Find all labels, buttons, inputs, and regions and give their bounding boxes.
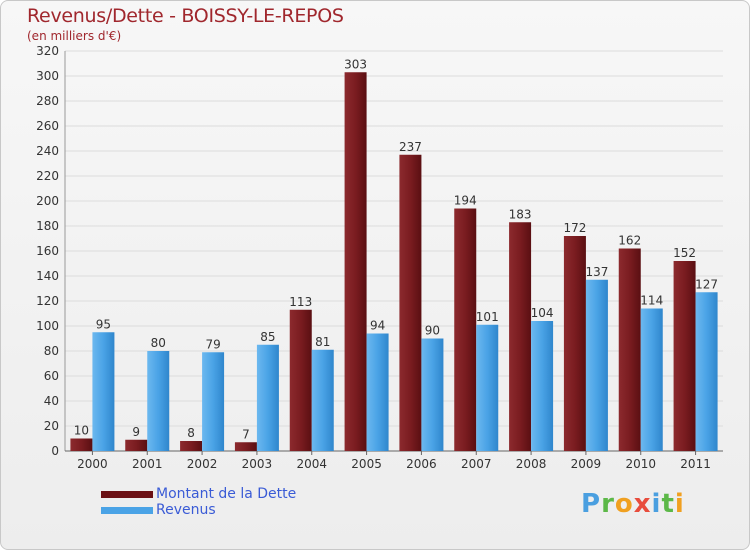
bar-dette — [509, 222, 532, 451]
x-tick-label: 2010 — [625, 457, 656, 471]
data-label-revenus: 81 — [315, 335, 330, 349]
y-tick-label: 260 — [36, 119, 59, 133]
y-tick-label: 20 — [44, 419, 59, 433]
legend-label-dette: Montant de la Dette — [156, 486, 297, 502]
y-tick-label: 40 — [44, 394, 59, 408]
bar-revenus — [366, 333, 389, 451]
legend-swatch-dette — [101, 491, 153, 498]
logo-letter: t — [661, 489, 675, 519]
data-label-dette: 183 — [509, 207, 532, 221]
bar-revenus — [476, 324, 499, 451]
data-label-dette: 172 — [563, 221, 586, 235]
data-label-dette: 9 — [132, 425, 140, 439]
data-label-dette: 194 — [454, 194, 477, 208]
data-label-dette: 10 — [74, 424, 89, 438]
bar-dette — [125, 439, 148, 451]
x-tick-label: 2002 — [187, 457, 218, 471]
bar-dette — [673, 261, 696, 451]
bar-dette — [399, 154, 422, 451]
x-tick-label: 2003 — [242, 457, 273, 471]
data-label-revenus: 104 — [531, 306, 554, 320]
bar-dette — [563, 236, 586, 451]
data-label-dette: 113 — [289, 295, 312, 309]
data-label-revenus: 101 — [476, 310, 499, 324]
bar-revenus — [695, 292, 718, 451]
bar-dette — [70, 438, 93, 451]
x-tick-label: 2000 — [77, 457, 108, 471]
bar-revenus — [202, 352, 225, 451]
y-tick-label: 300 — [36, 69, 59, 83]
y-tick-label: 80 — [44, 344, 59, 358]
data-label-revenus: 94 — [370, 319, 385, 333]
y-tick-label: 140 — [36, 269, 59, 283]
chart-title: Revenus/Dette - BOISSY-LE-REPOS — [27, 5, 344, 27]
y-tick-label: 320 — [36, 44, 59, 58]
y-tick-label: 240 — [36, 144, 59, 158]
y-tick-label: 280 — [36, 94, 59, 108]
y-tick-label: 220 — [36, 169, 59, 183]
data-label-revenus: 127 — [695, 277, 718, 291]
legend-swatch-revenus — [101, 507, 153, 514]
bar-revenus — [256, 344, 279, 451]
bar-dette — [344, 72, 367, 451]
proxiti-logo: Proxiti — [581, 489, 685, 519]
bar-revenus — [585, 279, 608, 451]
bar-revenus — [311, 349, 334, 451]
logo-letter: i — [674, 489, 685, 519]
data-label-revenus: 90 — [425, 324, 440, 338]
y-tick-label: 200 — [36, 194, 59, 208]
data-label-revenus: 114 — [640, 294, 663, 308]
data-label-dette: 7 — [242, 427, 250, 441]
logo-letter: i — [651, 489, 662, 519]
bar-dette — [234, 442, 257, 451]
bar-dette — [180, 441, 203, 451]
x-tick-label: 2009 — [571, 457, 602, 471]
chart-subtitle: (en milliers d'€) — [27, 29, 122, 43]
data-label-revenus: 95 — [96, 317, 111, 331]
y-tick-label: 180 — [36, 219, 59, 233]
x-tick-label: 2005 — [351, 457, 382, 471]
x-tick-label: 2001 — [132, 457, 163, 471]
y-tick-label: 60 — [44, 369, 59, 383]
logo-letter: o — [614, 489, 634, 519]
logo-letter: x — [633, 489, 652, 519]
y-tick-label: 120 — [36, 294, 59, 308]
x-tick-label: 2004 — [296, 457, 327, 471]
data-label-revenus: 79 — [205, 337, 220, 351]
bar-revenus — [92, 332, 115, 451]
logo-letter: P — [581, 489, 602, 519]
bar-revenus — [531, 321, 554, 451]
data-label-dette: 8 — [187, 426, 195, 440]
x-tick-label: 2007 — [461, 457, 492, 471]
y-tick-label: 100 — [36, 319, 59, 333]
data-label-revenus: 137 — [585, 265, 608, 279]
bar-revenus — [640, 308, 663, 451]
bar-revenus — [421, 338, 444, 451]
bar-revenus — [147, 351, 170, 451]
x-tick-label: 2006 — [406, 457, 437, 471]
data-label-dette: 303 — [344, 57, 367, 71]
data-label-revenus: 85 — [260, 330, 275, 344]
y-tick-label: 0 — [51, 444, 59, 458]
data-label-dette: 237 — [399, 140, 422, 154]
bar-dette — [289, 309, 312, 451]
bar-dette — [618, 248, 641, 451]
x-tick-label: 2011 — [680, 457, 711, 471]
data-label-dette: 162 — [618, 234, 641, 248]
data-label-revenus: 80 — [151, 336, 166, 350]
y-tick-label: 160 — [36, 244, 59, 258]
data-label-dette: 152 — [673, 246, 696, 260]
logo-letter: r — [601, 489, 615, 519]
x-tick-label: 2008 — [516, 457, 547, 471]
bar-dette — [454, 208, 477, 451]
legend-label-revenus: Revenus — [156, 502, 216, 518]
